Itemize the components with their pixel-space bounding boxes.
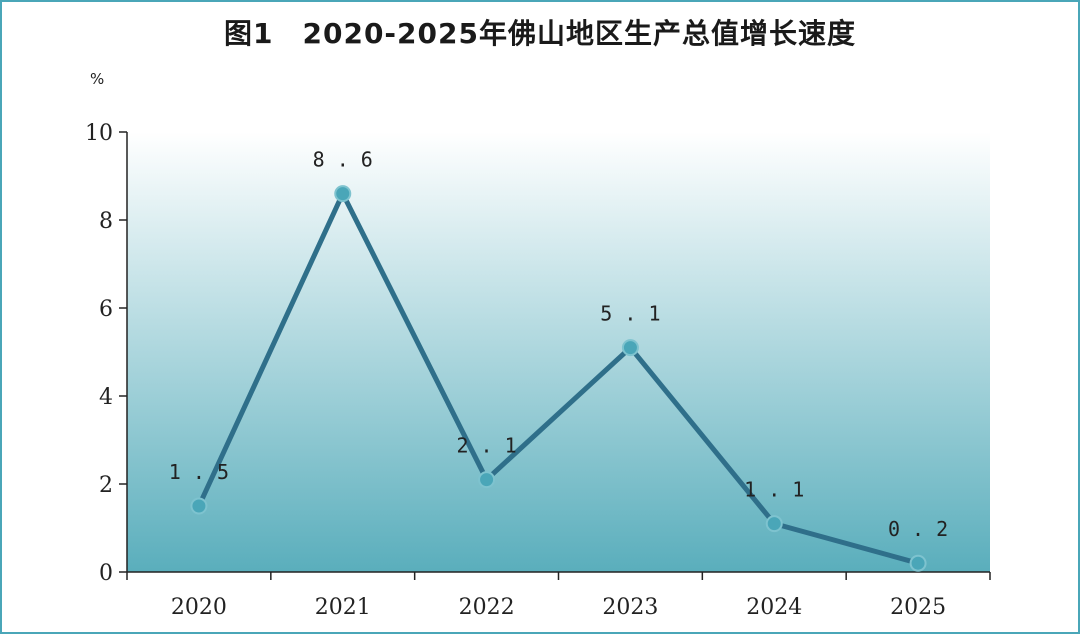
series-group [190, 185, 927, 572]
data-label: 2 . 1 [456, 434, 516, 458]
plot-background [127, 132, 990, 572]
data-point [190, 497, 208, 515]
x-tick-label: 2025 [890, 595, 946, 620]
y-tick-label: 8 [99, 209, 113, 234]
axes: 0 2 4 6 8 10 2020 2021 2022 2023 2024 2025 [85, 121, 991, 620]
y-axis-unit-label: % [90, 70, 105, 88]
data-label: 1 . 5 [169, 460, 229, 484]
y-tick-label: 2 [99, 473, 113, 498]
x-tick-label: 2020 [171, 595, 227, 620]
data-label: 1 . 1 [744, 478, 804, 502]
y-tick-label: 0 [99, 561, 113, 586]
data-labels: 1 . 5 8 . 6 2 . 1 5 . 1 1 . 1 0 . 2 [169, 148, 948, 542]
data-label: 8 . 6 [313, 148, 373, 172]
series-line [196, 191, 921, 566]
data-point [621, 339, 639, 357]
data-label: 0 . 2 [888, 517, 948, 541]
x-tick-label: 2021 [315, 595, 371, 620]
y-tick-label: 10 [85, 121, 113, 146]
y-tick-label: 6 [99, 297, 113, 322]
data-point [909, 554, 927, 572]
data-label: 5 . 1 [600, 302, 660, 326]
x-tick-label: 2023 [602, 595, 658, 620]
data-point [765, 515, 783, 533]
data-point [334, 185, 352, 203]
chart-title: 图1 2020-2025年佛山地区生产总值增长速度 [224, 17, 856, 50]
x-tick-label: 2022 [459, 595, 515, 620]
y-tick-label: 4 [99, 385, 113, 410]
x-tick-label: 2024 [746, 595, 802, 620]
data-point [478, 471, 496, 489]
